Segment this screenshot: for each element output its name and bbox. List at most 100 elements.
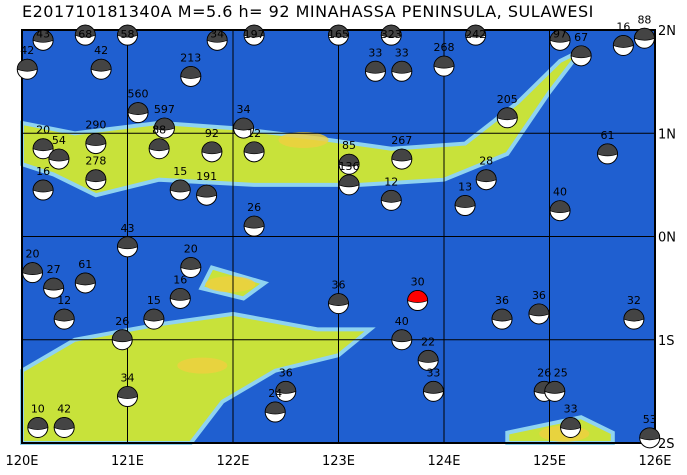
beachball-compression (407, 290, 428, 303)
event-depth-label: 26 (247, 201, 261, 214)
event-beachball (380, 189, 402, 211)
x-tick-label: 125E (533, 454, 566, 469)
event-depth-label: 16 (616, 20, 630, 33)
beachball-compression (16, 58, 38, 72)
event-depth-label: 22 (421, 335, 435, 348)
event-beachball (528, 303, 550, 325)
event-beachball (53, 417, 75, 439)
event-beachball (454, 195, 476, 217)
y-tick-label: 1S (658, 334, 675, 349)
beachball-compression (85, 169, 107, 183)
axis-ticks: 120E 121E 122E 123E 124E 125E 126E 2N 1N 0N 1S 2S (5, 24, 676, 469)
beachball-compression (612, 35, 634, 48)
beachball-compression (423, 381, 444, 394)
beachball-compression (243, 215, 265, 229)
event-beachball (148, 138, 170, 160)
event-depth-label: 205 (497, 93, 518, 106)
event-depth-label: 12 (384, 175, 398, 188)
beachball-compression (454, 195, 476, 208)
event-depth-label: 278 (85, 155, 106, 168)
event-depth-label: 27 (47, 263, 61, 276)
event-depth-label: 67 (574, 31, 588, 44)
event-beachball (243, 24, 265, 46)
event-beachball (143, 308, 165, 330)
landmass (20, 311, 376, 445)
event-depth-label: 58 (121, 28, 135, 41)
x-tick-label: 124E (427, 454, 460, 469)
beachball-compression (43, 277, 65, 291)
beachball-compression (233, 117, 254, 131)
beachball-compression (169, 288, 191, 301)
event-beachball (491, 308, 513, 330)
event-beachball (433, 55, 455, 77)
event-beachball (264, 401, 286, 423)
event-beachball (16, 58, 38, 80)
event-beachball (391, 148, 413, 170)
beachball-compression (90, 58, 112, 72)
event-beachball (32, 179, 54, 201)
beachball-compression (528, 303, 550, 317)
event-beachball (53, 308, 75, 330)
event-beachball (417, 349, 439, 371)
event-depth-label: 136 (339, 160, 360, 173)
event-beachball (496, 107, 518, 129)
event-beachball (153, 117, 175, 139)
beachball-compression (549, 200, 571, 214)
event-beachball (275, 380, 297, 402)
event-depth-label: 12 (247, 127, 261, 140)
event-depth-label: 20 (184, 242, 198, 255)
beachball-compression (27, 417, 49, 430)
beachball-compression (148, 138, 170, 152)
event-beachball (180, 65, 202, 87)
depth-labels-layer: 30 43 68 58 34 197 165 323 242 97 88 16 42 42 213 33 33 2… (20, 13, 656, 426)
beachball-compression (117, 24, 138, 38)
beachball-compression (338, 174, 360, 188)
y-tick-label: 2S (658, 437, 675, 452)
x-tick-label: 121E (111, 454, 144, 469)
event-depth-label: 36 (332, 279, 346, 292)
event-depth-label: 34 (210, 27, 224, 40)
beachball-compression (143, 308, 165, 322)
event-depth-label: 33 (426, 366, 440, 379)
event-depth-label: 560 (128, 88, 149, 101)
beachball-compression (243, 141, 265, 155)
event-beachball (32, 138, 54, 160)
events-layer (16, 24, 661, 449)
beachball-compression (433, 55, 455, 69)
event-beachball (549, 29, 571, 51)
event-beachball (48, 148, 70, 170)
beachball-compression (391, 148, 413, 162)
beachball-compression (74, 24, 96, 38)
event-beachball (465, 24, 487, 46)
event-depth-label: 33 (395, 46, 409, 59)
event-beachball (422, 380, 444, 402)
event-beachball (43, 277, 65, 299)
event-depth-label: 34 (121, 372, 135, 385)
beachball-compression (465, 24, 487, 38)
event-depth-label: 323 (381, 28, 402, 41)
beachball-compression (634, 27, 655, 41)
event-beachball (127, 102, 149, 124)
beachball-compression (117, 386, 138, 399)
event-depth-label: 13 (458, 181, 472, 194)
event-depth-label: 36 (279, 366, 293, 379)
beachball-compression (53, 417, 75, 430)
beachball-compression (74, 272, 96, 286)
event-depth-label: 597 (154, 103, 175, 116)
event-depth-label: 25 (554, 366, 568, 379)
x-tick-label: 123E (322, 454, 355, 469)
event-depth-label: 53 (643, 413, 657, 426)
event-beachball (169, 179, 191, 201)
main-event-beachball (407, 290, 429, 312)
event-depth-label: 40 (553, 186, 567, 199)
beachball-compression (597, 143, 618, 157)
event-depth-label: 36 (495, 294, 509, 307)
event-depth-label: 20 (26, 248, 40, 261)
beachball-compression (380, 190, 402, 203)
event-beachball (117, 236, 138, 258)
event-beachball (612, 34, 634, 56)
beachball-compression (32, 138, 54, 152)
x-tick-label: 126E (638, 454, 671, 469)
